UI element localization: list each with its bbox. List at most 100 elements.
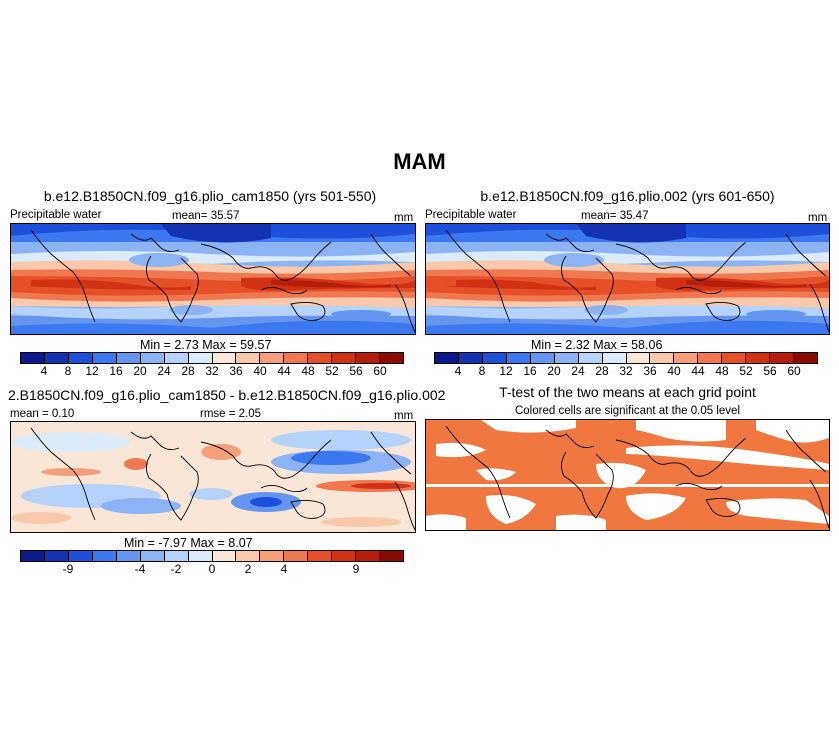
panel2-mean-value: 35.47 bbox=[619, 210, 649, 222]
panel1-colorbar-swatch bbox=[212, 353, 237, 363]
panel1-colorbar-swatch bbox=[164, 353, 189, 363]
panel4-subtitle: Colored cells are significant at the 0.0… bbox=[514, 405, 740, 417]
panel3-minmax: Min = -7.97 Max = 8.07 bbox=[124, 536, 253, 550]
panel1-colorbar-swatch bbox=[92, 353, 117, 363]
panel2-colorbar-tick-label: 8 bbox=[478, 364, 486, 378]
panel3-colorbar-swatch bbox=[236, 551, 261, 561]
panel1-min-value: 2.73 bbox=[174, 338, 199, 352]
panel2-colorbar-swatch bbox=[746, 353, 771, 363]
panel3-units: mm bbox=[394, 410, 414, 422]
panel1-colorbar-swatch bbox=[140, 353, 165, 363]
panel2-colorbar-swatch bbox=[650, 353, 675, 363]
panel3-colorbar-swatch bbox=[284, 551, 309, 561]
panel1-units: mm bbox=[394, 212, 414, 224]
panel1-colorbar-swatch bbox=[284, 353, 309, 363]
panel2-colorbar-tick-label: 52 bbox=[739, 364, 753, 378]
panel1-colorbar-tick-label: 16 bbox=[109, 364, 123, 378]
panel2-map bbox=[425, 223, 830, 335]
panel2-colorbar-swatch bbox=[674, 353, 699, 363]
panel3-mean-value: 0.10 bbox=[51, 408, 75, 420]
panel1-colorbar-swatch bbox=[188, 353, 213, 363]
panel1-mean: mean= 35.57 bbox=[172, 210, 239, 222]
panel3-colorbar-swatch bbox=[140, 551, 165, 561]
panel2-colorbar-swatch bbox=[506, 353, 531, 363]
panel3-colorbar-tick-label: 2 bbox=[244, 562, 252, 576]
panel3-rmse-label: rmse = bbox=[200, 408, 236, 420]
panel1-colorbar-swatch bbox=[236, 353, 261, 363]
panel1-max-value: 59.57 bbox=[240, 338, 272, 352]
panel3-colorbar-swatch bbox=[356, 551, 381, 561]
panel3-colorbar-tick-label: -2 bbox=[170, 562, 182, 576]
panel1-colorbar-swatch bbox=[21, 353, 45, 363]
panel3-colorbar-swatch bbox=[212, 551, 237, 561]
panel2-colorbar-swatch bbox=[554, 353, 579, 363]
panel1-colorbar-swatch bbox=[356, 353, 381, 363]
panel2-colorbar-swatch bbox=[722, 353, 747, 363]
panel3-title: 2.B1850CN.f09_g16.plio_cam1850 - b.e12.B… bbox=[8, 387, 446, 403]
panel3-colorbar-swatch bbox=[380, 551, 403, 561]
panel1-map bbox=[10, 223, 416, 335]
panel1-mean-value: 35.57 bbox=[210, 210, 240, 222]
panel2-colorbar-tick-label: 4 bbox=[454, 364, 462, 378]
panel1-colorbar-tick-label: 8 bbox=[64, 364, 72, 378]
panel1-colorbar-tick-label: 52 bbox=[325, 364, 339, 378]
panel2-colorbar-tick-label: 36 bbox=[643, 364, 657, 378]
panel1-title: b.e12.B1850CN.f09_g16.plio_cam1850 (yrs … bbox=[43, 188, 377, 204]
panel3-min-value: -7.97 bbox=[158, 536, 187, 550]
panel2-mean-label: mean= bbox=[581, 210, 617, 222]
panel3-colorbar-ticks: -9 -4 -2 0 2 4 9 bbox=[20, 562, 404, 576]
panel1-colorbar-tick-label: 24 bbox=[157, 364, 171, 378]
panel2-colorbar bbox=[434, 352, 818, 364]
panel1-min-label: Min = bbox=[140, 338, 171, 352]
panel1-colorbar-swatch bbox=[380, 353, 403, 363]
panel2-colorbar-swatch bbox=[794, 353, 817, 363]
panel2-colorbar-swatch bbox=[482, 353, 507, 363]
panel3-map bbox=[10, 421, 416, 533]
panel2-colorbar-ticks: 4 8 12 16 20 24 28 32 36 40 44 48 52 56 60 bbox=[434, 364, 818, 378]
panel2-colorbar-tick-label: 40 bbox=[667, 364, 681, 378]
panel3-colorbar-tick-label: 0 bbox=[208, 562, 216, 576]
panel2-colorbar-swatch bbox=[602, 353, 627, 363]
panel1-colorbar-swatch bbox=[332, 353, 357, 363]
panel2-title: b.e12.B1850CN.f09_g16.plio.002 (yrs 601-… bbox=[480, 188, 775, 204]
panel1-colorbar-ticks: 4 8 12 16 20 24 28 32 36 40 44 48 52 56 60 bbox=[20, 364, 404, 378]
panel1-colorbar-tick-label: 56 bbox=[349, 364, 363, 378]
panel1-colorbar bbox=[20, 352, 404, 364]
panel1-colorbar-tick-label: 36 bbox=[229, 364, 243, 378]
panel3-min-label: Min = bbox=[124, 536, 155, 550]
panel1-colorbar-tick-label: 12 bbox=[85, 364, 99, 378]
panel3-colorbar-swatch bbox=[68, 551, 93, 561]
panel2-colorbar-swatch bbox=[435, 353, 459, 363]
panel3-colorbar-tick-label: 4 bbox=[280, 562, 288, 576]
panel3-mean-label: mean = bbox=[10, 408, 49, 420]
panel2-colorbar-tick-label: 24 bbox=[571, 364, 585, 378]
panel3-colorbar-swatch bbox=[92, 551, 117, 561]
panel2-min-value: 2.32 bbox=[565, 338, 590, 352]
panel2-colorbar-swatch bbox=[578, 353, 603, 363]
panel1-max-label: Max = bbox=[202, 338, 237, 352]
panel2-colorbar-swatch bbox=[698, 353, 723, 363]
panel2-mean: mean= 35.47 bbox=[581, 210, 648, 222]
panel2-max-value: 58.06 bbox=[631, 338, 663, 352]
panel1-colorbar-tick-label: 4 bbox=[40, 364, 48, 378]
panel3-max-label: Max = bbox=[190, 536, 225, 550]
panel2-colorbar-tick-label: 60 bbox=[787, 364, 801, 378]
panel2-colorbar-tick-label: 48 bbox=[715, 364, 729, 378]
panel1-colorbar-tick-label: 32 bbox=[205, 364, 219, 378]
panel2-variable-label: Precipitable water bbox=[425, 209, 517, 221]
panel3-mean: mean = 0.10 bbox=[10, 408, 74, 420]
panel1-mean-label: mean= bbox=[172, 210, 208, 222]
panel3-colorbar bbox=[20, 550, 404, 562]
panel2-max-label: Max = bbox=[593, 338, 628, 352]
panel2-colorbar-tick-label: 32 bbox=[619, 364, 633, 378]
panel3-colorbar-swatch bbox=[164, 551, 189, 561]
panel1-colorbar-swatch bbox=[68, 353, 93, 363]
panel3-colorbar-tick-label: -4 bbox=[134, 562, 146, 576]
panel2-colorbar-tick-label: 12 bbox=[499, 364, 513, 378]
panel2-minmax: Min = 2.32 Max = 58.06 bbox=[531, 338, 662, 352]
panel3-colorbar-swatch bbox=[116, 551, 141, 561]
panel1-colorbar-tick-label: 60 bbox=[373, 364, 387, 378]
panel3-colorbar-swatch bbox=[332, 551, 357, 561]
figure-title: MAM bbox=[393, 149, 446, 174]
panel2-colorbar-tick-label: 16 bbox=[523, 364, 537, 378]
